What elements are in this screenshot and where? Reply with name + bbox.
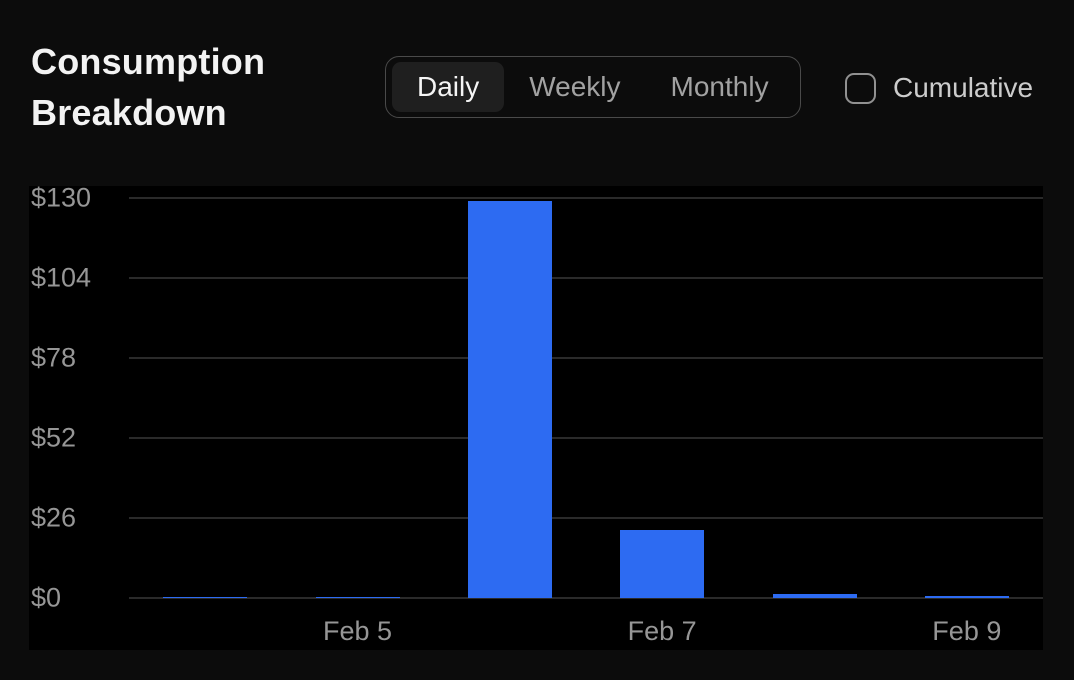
bar[interactable]	[620, 530, 705, 598]
tab-weekly[interactable]: Weekly	[529, 71, 621, 102]
x-axis-tick-label: Feb 9	[932, 616, 1002, 646]
grid-line	[129, 597, 1043, 599]
y-axis-tick-label: $104	[31, 262, 92, 293]
grid-line	[129, 277, 1043, 279]
x-axis-tick-label: Feb 5	[322, 616, 393, 646]
x-axis-tick-label: Feb 7	[627, 616, 697, 646]
page-title: Consumption Breakdown	[31, 41, 266, 133]
cumulative-checkbox[interactable]	[845, 72, 876, 104]
plot-area: $0 $26 $52 $78 $104 $130 Feb 5 Feb 7 Feb 9	[31, 184, 1043, 645]
y-axis-tick-label: $52	[31, 422, 77, 453]
grid-line	[129, 357, 1043, 359]
bar[interactable]	[467, 201, 552, 598]
y-axis-tick-label: $130	[31, 182, 92, 213]
bar[interactable]	[163, 597, 248, 598]
time-range-tabs: Daily Weekly Monthly	[385, 56, 801, 118]
grid-line	[129, 197, 1043, 199]
y-axis-tick-label: $0	[31, 582, 62, 613]
grid-line	[129, 517, 1043, 519]
bar[interactable]	[772, 593, 857, 598]
bar[interactable]	[924, 595, 1009, 598]
bar[interactable]	[315, 597, 400, 598]
cumulative-label: Cumulative	[893, 72, 1034, 103]
tab-daily[interactable]: Daily	[392, 62, 505, 112]
tab-monthly[interactable]: Monthly	[670, 71, 769, 102]
grid-line	[129, 437, 1043, 439]
y-axis-tick-label: $78	[31, 342, 77, 373]
cumulative-toggle[interactable]: Cumulative	[845, 71, 1033, 105]
y-axis-tick-label: $26	[31, 502, 77, 533]
consumption-chart: $0 $26 $52 $78 $104 $130 Feb 5 Feb 7 Feb 9	[29, 184, 1043, 650]
